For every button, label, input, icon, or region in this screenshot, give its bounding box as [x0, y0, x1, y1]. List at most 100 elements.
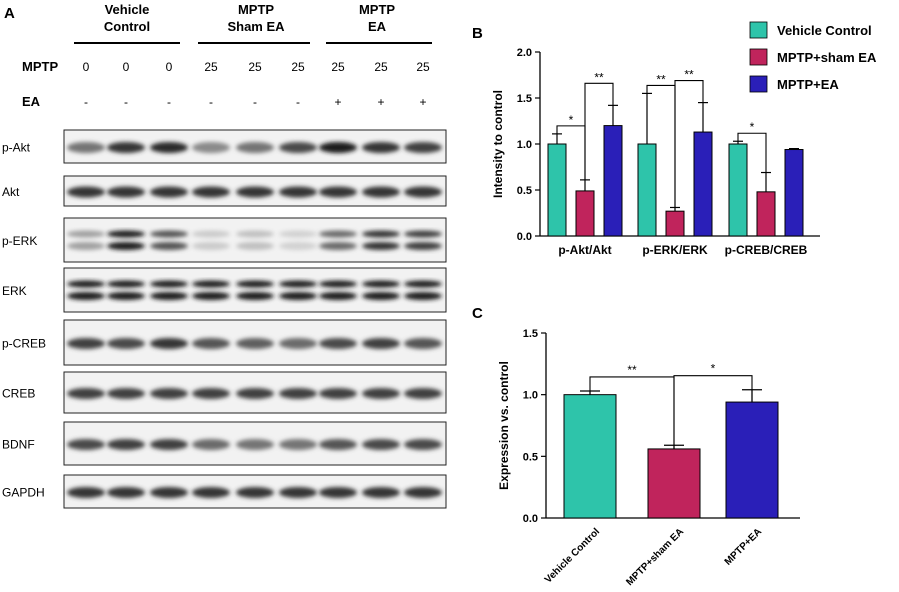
blot-band [236, 439, 274, 450]
legend-label: MPTP+sham EA [777, 50, 877, 65]
y-tick-label: 1.5 [523, 328, 538, 340]
ea-treatment-label: + [334, 95, 341, 109]
blot-band [279, 280, 317, 288]
protein-label: GAPDH [2, 486, 45, 500]
blot-membrane [63, 217, 447, 263]
blot-band [362, 487, 400, 498]
blot-band [67, 230, 105, 238]
ea-treatment-label: - [253, 95, 257, 109]
significance-label: ** [627, 363, 637, 377]
blot-band [319, 388, 357, 399]
mptp-dose-label: 25 [291, 60, 305, 74]
blot-band [362, 292, 400, 300]
mptp-dose-label: 25 [416, 60, 430, 74]
blot-band [236, 292, 274, 300]
blot-band [404, 280, 442, 288]
significance-bracket [673, 375, 753, 446]
blot-membrane [63, 267, 447, 313]
bar [693, 131, 713, 237]
western-blot: 0 - 0 - 0 - 25 - 25 - 25 - 25 +25 +25 + p-Akt Akt p-ERK ERK… [2, 60, 447, 509]
blot-band [319, 242, 357, 250]
blot-band [107, 487, 145, 498]
blot-band [362, 439, 400, 450]
mptp-dose-label: 0 [83, 60, 90, 74]
bar [637, 143, 657, 237]
blot-band [404, 230, 442, 238]
blot-band [236, 242, 274, 250]
mptp-dose-label: 25 [374, 60, 388, 74]
bar [575, 190, 595, 237]
significance-label: * [750, 120, 755, 134]
blot-band [279, 230, 317, 238]
blot-band [107, 242, 145, 250]
legend-label: MPTP+EA [777, 77, 839, 92]
ea-treatment-label: - [167, 95, 171, 109]
significance-bracket [584, 82, 614, 180]
mptp-dose-label: 0 [123, 60, 130, 74]
y-axis-title: Expression vs. control [497, 361, 511, 490]
blot-band [404, 439, 442, 450]
blot-band [67, 338, 105, 349]
blot-band [362, 280, 400, 288]
mptp-dose-label: 0 [166, 60, 173, 74]
blot-band [192, 186, 230, 198]
ea-treatment-label: - [84, 95, 88, 109]
bar [547, 143, 567, 237]
legend-swatch [749, 21, 768, 39]
blot-band [107, 338, 145, 349]
x-tick-label: p-CREB/CREB [725, 243, 808, 257]
blot-band [236, 230, 274, 238]
blot-band [404, 388, 442, 399]
blot-band [319, 280, 357, 288]
blot-band [150, 242, 188, 250]
blot-band [67, 292, 105, 300]
blot-band [150, 292, 188, 300]
y-tick-label: 2.0 [517, 47, 532, 59]
blot-band [67, 242, 105, 250]
bar [665, 210, 685, 237]
blot-band [67, 186, 105, 198]
blot-band [150, 487, 188, 498]
blot-band [67, 388, 105, 399]
blot-band [192, 242, 230, 250]
blot-band [236, 142, 274, 153]
panel-label-c: C [472, 305, 483, 322]
blot-band [404, 142, 442, 153]
blot-band [150, 338, 188, 349]
blot-band [319, 338, 357, 349]
protein-label: p-ERK [2, 234, 37, 248]
blot-band [107, 388, 145, 399]
blot-band [150, 439, 188, 450]
blot-band [236, 186, 274, 198]
significance-label: ** [684, 68, 694, 82]
chart-panel-c: 0.0 0.5 1.0 1.5 Expression vs. control Vehicl… [497, 328, 800, 588]
ea-row-label: EA [22, 94, 41, 109]
y-tick-label: 1.0 [517, 139, 532, 151]
bar [647, 448, 701, 519]
y-tick-label: 0.0 [517, 231, 532, 243]
blot-band [319, 487, 357, 498]
x-tick-label: p-ERK/ERK [642, 243, 708, 257]
significance-label: ** [594, 70, 604, 84]
blot-group-headers: Vehicle Control MPTP Sham EA MPTP EA [74, 2, 432, 44]
group-header-line2: Control [104, 19, 150, 34]
protein-label: CREB [2, 387, 35, 401]
blot-band [107, 292, 145, 300]
blot-band [150, 230, 188, 238]
bar [725, 401, 779, 519]
blot-band [236, 280, 274, 288]
legend-label: Vehicle Control [777, 23, 872, 38]
blot-band [279, 388, 317, 399]
blot-band [236, 338, 274, 349]
ea-treatment-label: + [377, 95, 384, 109]
blot-band [319, 230, 357, 238]
bar [728, 143, 748, 237]
bar [756, 191, 776, 237]
significance-label: ** [656, 72, 666, 86]
x-tick-label: p-Akt/Akt [558, 243, 611, 257]
protein-label: p-Akt [2, 141, 31, 155]
blot-band [192, 439, 230, 450]
blot-band [279, 292, 317, 300]
blot-band [404, 487, 442, 498]
blot-band [192, 487, 230, 498]
